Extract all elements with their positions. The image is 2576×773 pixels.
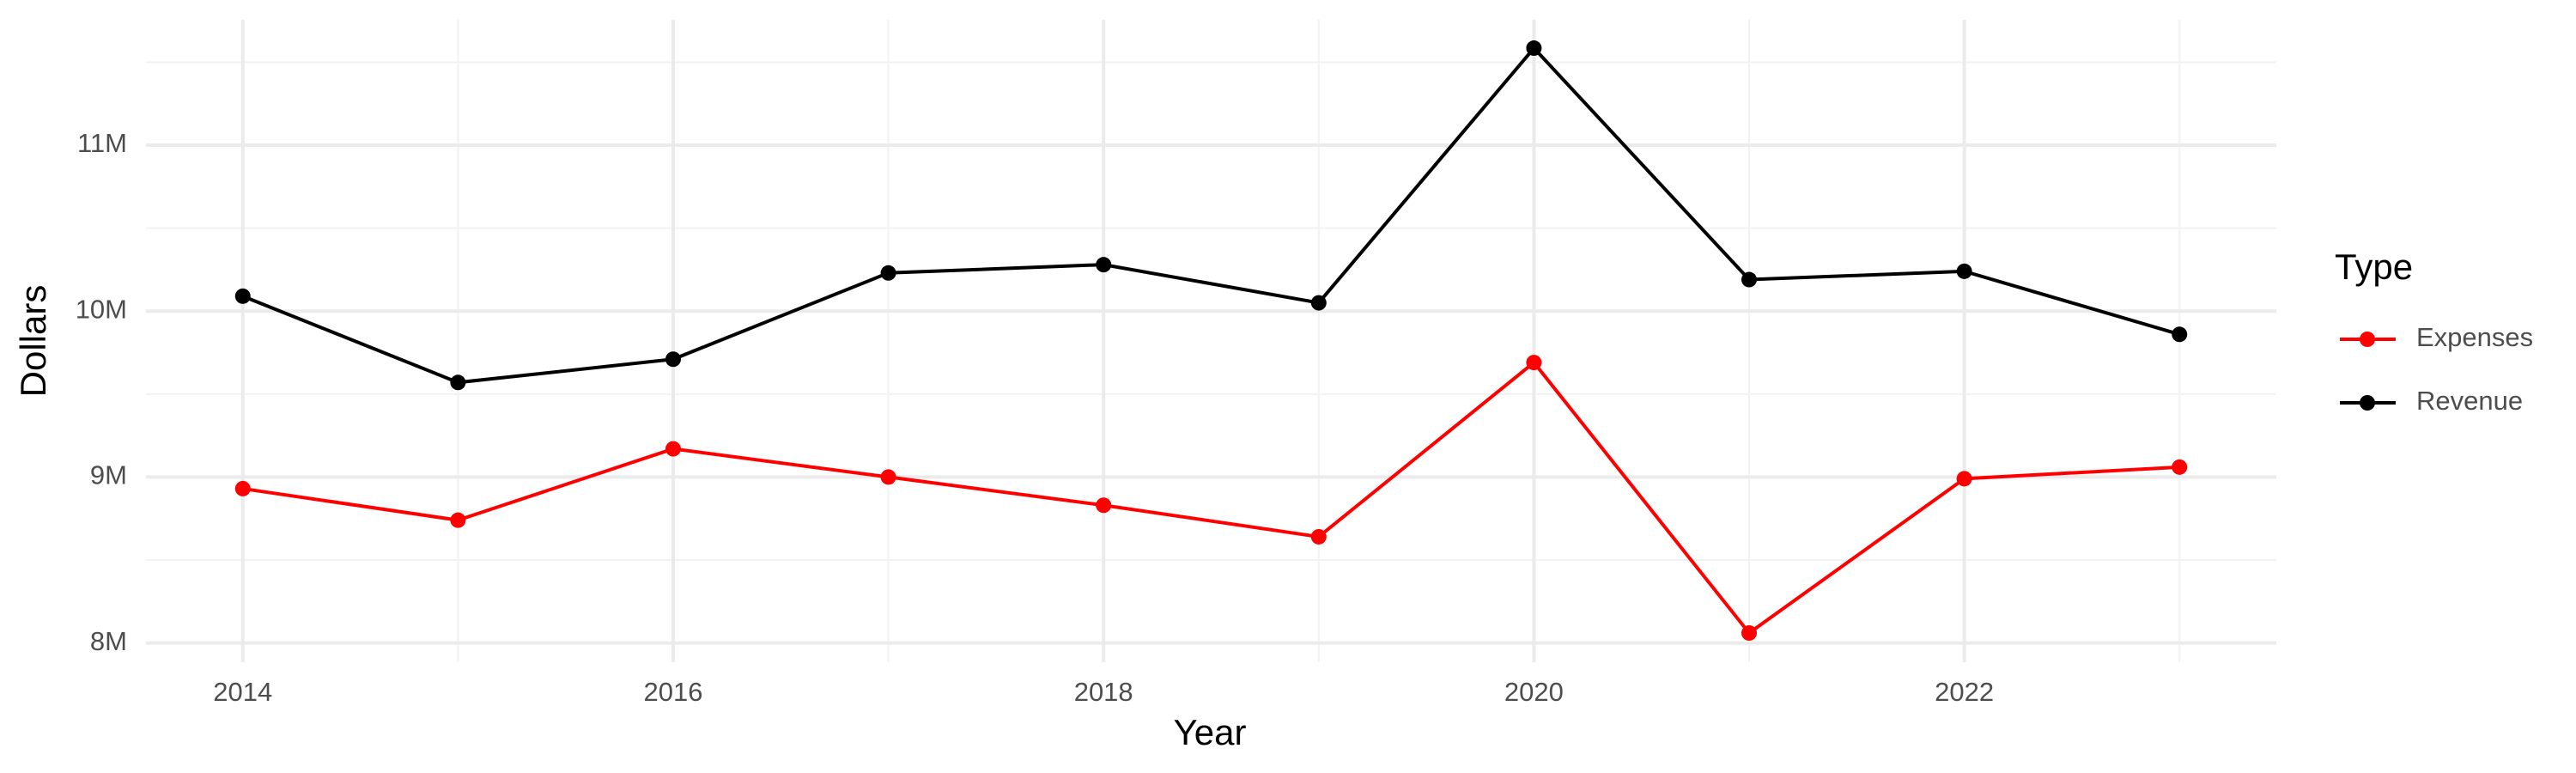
data-point — [1741, 625, 1758, 641]
data-point — [1310, 295, 1327, 311]
x-tick-label: 2018 — [1074, 677, 1133, 707]
legend-key-point — [2360, 395, 2375, 411]
data-point — [1096, 257, 1112, 273]
legend-title: Type — [2335, 247, 2413, 287]
legend-label: Revenue — [2416, 386, 2523, 416]
data-point — [665, 351, 681, 368]
data-point — [1526, 40, 1542, 57]
legend-label: Expenses — [2416, 322, 2533, 352]
series-line — [242, 46, 2180, 385]
data-point — [234, 288, 251, 304]
x-axis-title: Year — [1174, 712, 1247, 752]
data-point — [2172, 326, 2188, 343]
data-point — [234, 480, 251, 496]
x-tick-label: 2020 — [1504, 677, 1564, 707]
y-tick-label: 9M — [90, 460, 127, 490]
data-point — [665, 441, 681, 457]
data-point — [1956, 471, 1972, 487]
x-tick-label: 2016 — [644, 677, 703, 707]
x-tick-label: 2022 — [1935, 677, 1994, 707]
data-point — [450, 512, 466, 528]
data-point — [1741, 271, 1758, 288]
data-point — [1956, 263, 1972, 279]
data-point — [880, 265, 896, 281]
legend-key-point — [2360, 332, 2375, 347]
data-point — [1096, 497, 1112, 514]
y-tick-label: 10M — [76, 294, 127, 324]
x-tick-label: 2014 — [213, 677, 272, 707]
data-point — [2172, 459, 2188, 475]
y-tick-label: 11M — [77, 128, 127, 158]
data-point — [450, 374, 466, 391]
data-point — [1310, 528, 1327, 545]
series-line — [242, 360, 2180, 636]
y-axis-title: Dollars — [13, 285, 53, 398]
data-point — [1526, 355, 1542, 371]
data-point — [880, 469, 896, 485]
y-tick-label: 8M — [90, 626, 127, 656]
